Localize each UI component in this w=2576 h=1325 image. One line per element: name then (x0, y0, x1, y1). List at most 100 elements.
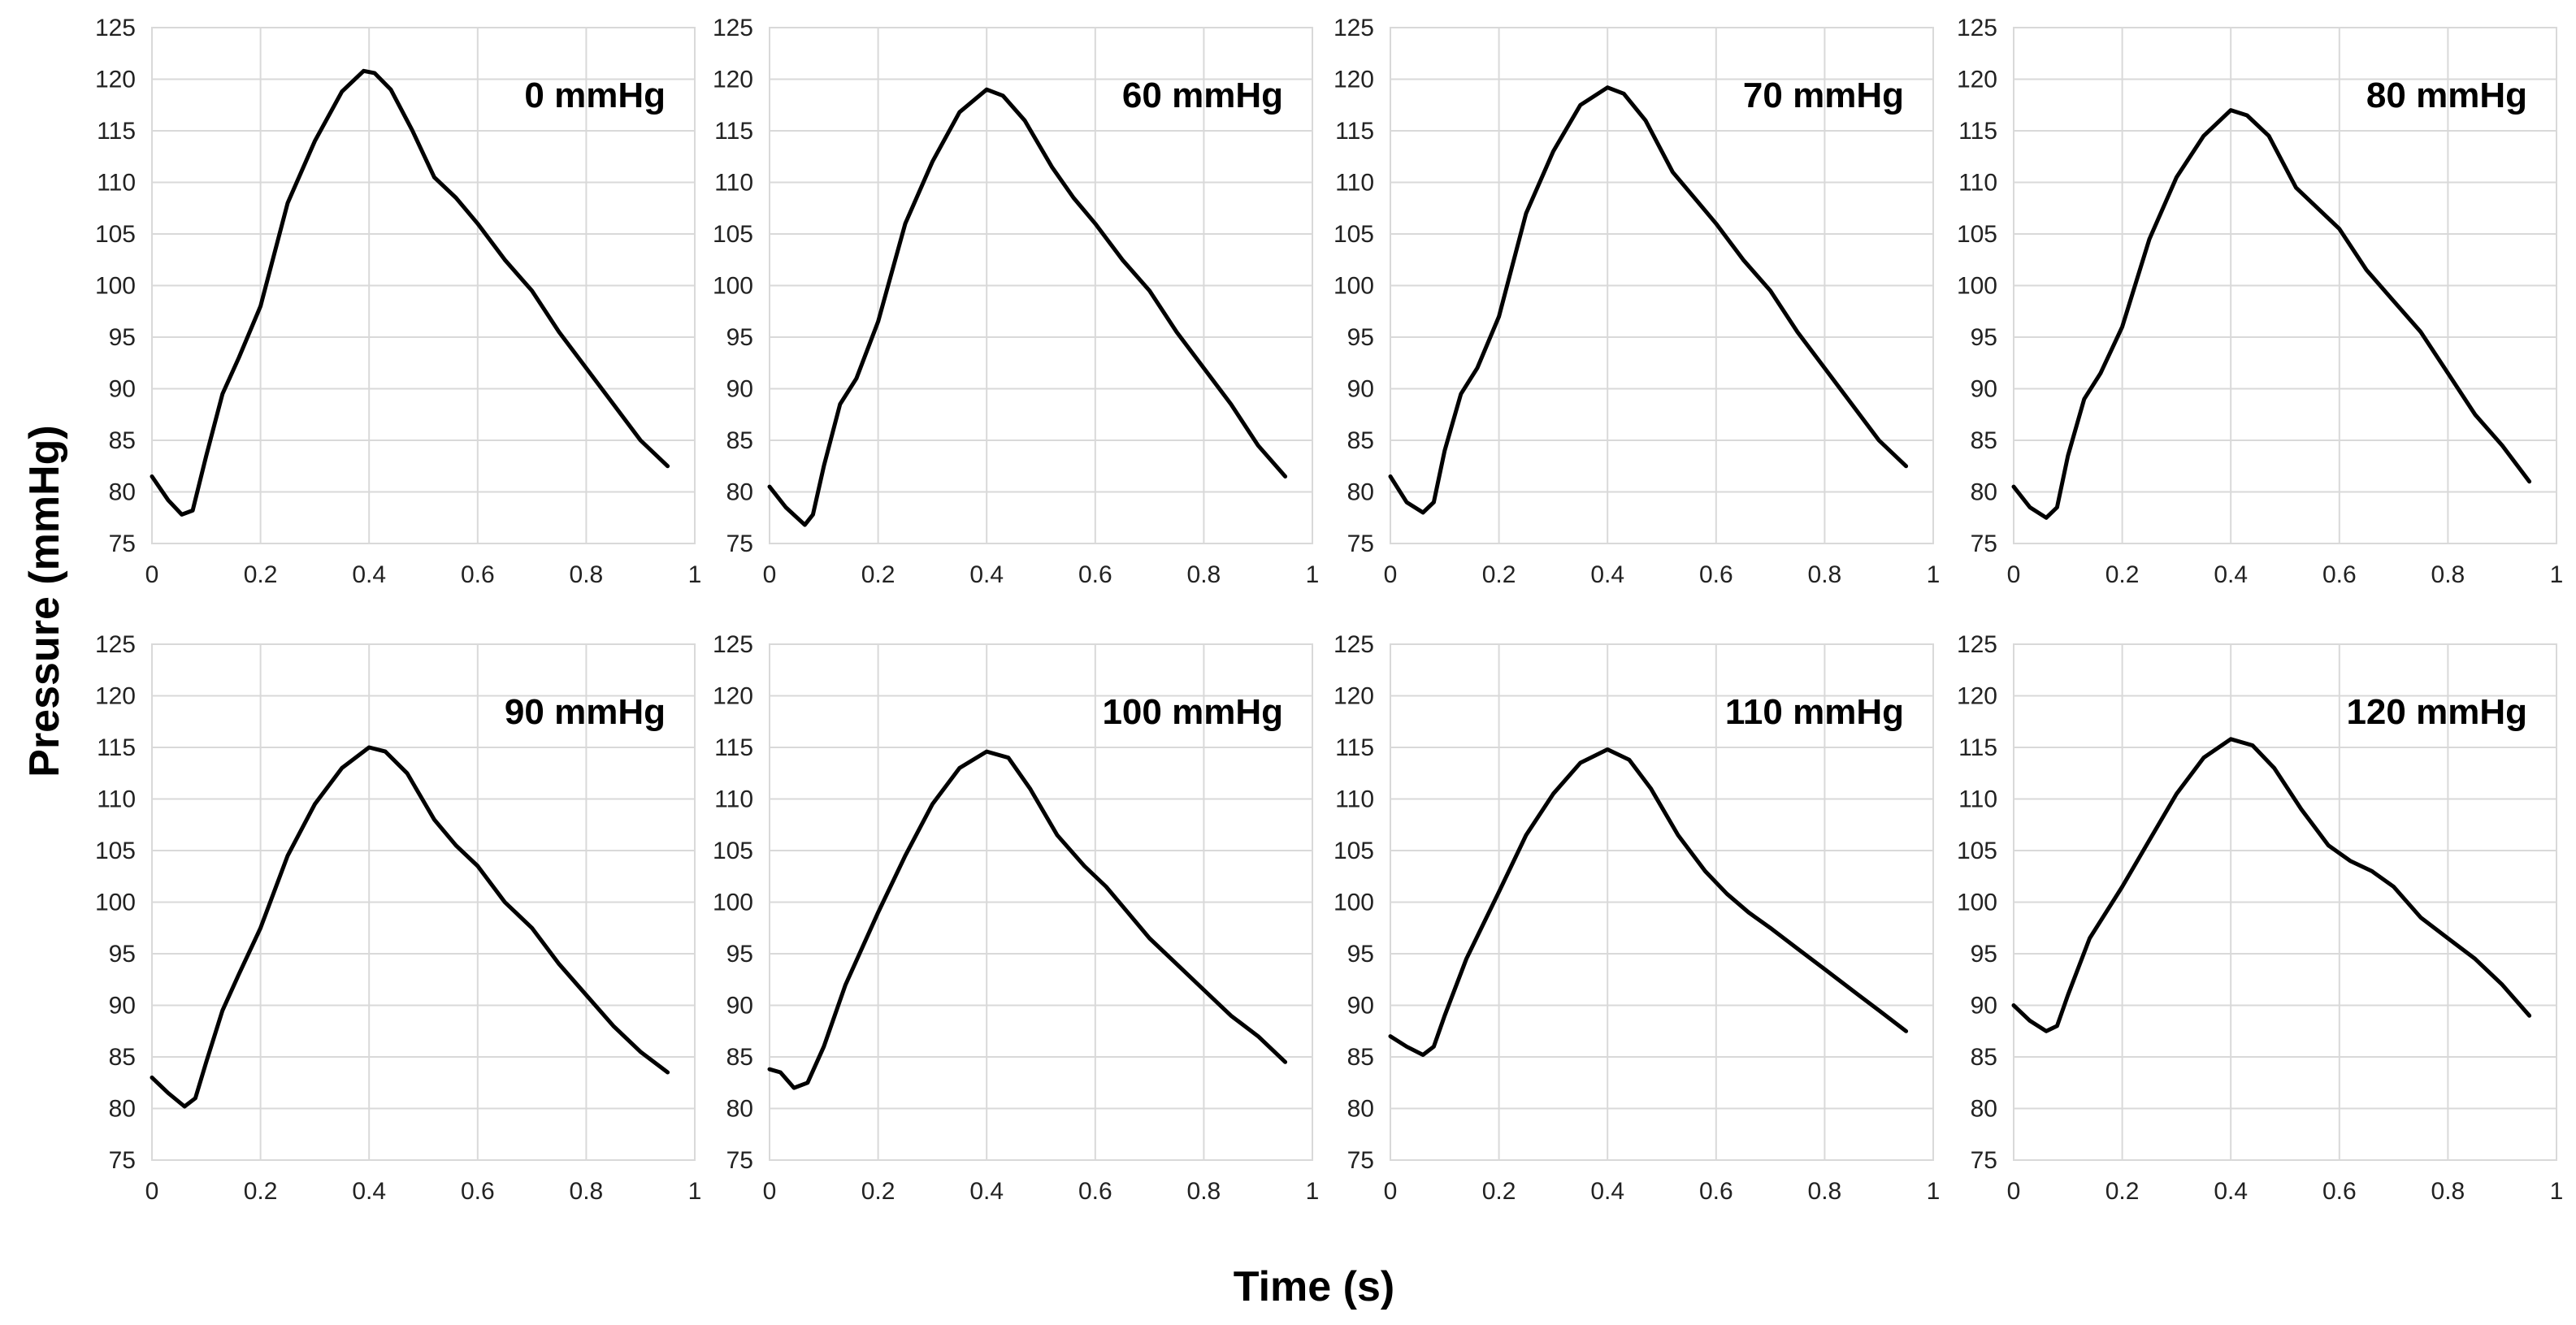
x-tick-label: 0.4 (352, 1178, 386, 1205)
pressure-trace-line (150, 68, 670, 517)
y-tick-label: 80 (726, 479, 753, 506)
y-tick-label: 80 (1971, 479, 1997, 506)
x-tick-label: 1 (2550, 561, 2564, 588)
x-tick-label: 0.6 (2322, 561, 2357, 588)
y-tick-label: 90 (726, 376, 753, 403)
y-tick-label: 75 (1347, 530, 1374, 557)
y-tick-label: 125 (1334, 15, 1374, 41)
x-tick-label: 0.4 (1590, 561, 1624, 588)
plot-frame (1390, 643, 1934, 1161)
x-tick-label: 1 (1306, 561, 1320, 588)
plot-frame (769, 643, 1313, 1161)
y-tick-label: 100 (1334, 273, 1374, 300)
x-tick-label: 0.8 (1187, 1178, 1221, 1205)
y-tick-label: 85 (1347, 427, 1374, 454)
panel-title: 60 mmHg (1122, 76, 1283, 115)
x-tick-label: 0.6 (461, 1178, 495, 1205)
y-tick-label: 120 (713, 683, 753, 710)
y-tick-label: 100 (1957, 890, 1997, 916)
x-tick-label: 0.4 (2214, 561, 2248, 588)
y-tick-label: 80 (109, 1096, 136, 1123)
y-tick-label: 100 (1957, 273, 1997, 300)
x-tick-label: 1 (1306, 1178, 1320, 1205)
chart-panel: 75 80 85 90 95 100 105 110 115 120 125 0 0.2 0.4 0.6 0.… (1334, 631, 1940, 1205)
y-tick-label: 90 (1971, 993, 1997, 1020)
y-tick-label: 75 (726, 1147, 753, 1174)
y-tick-label: 105 (1334, 221, 1374, 248)
x-tick-label: 0 (763, 1178, 777, 1205)
pressure-trace-line (767, 749, 1288, 1090)
y-tick-label: 125 (1957, 15, 1997, 41)
y-tick-label: 115 (714, 118, 753, 145)
x-tick-label: 0.8 (2431, 1178, 2465, 1205)
y-tick-label: 100 (713, 890, 753, 916)
y-tick-label: 120 (1334, 67, 1374, 93)
y-tick-label: 100 (1334, 890, 1374, 916)
panel-title: 120 mmHg (2346, 692, 2527, 732)
y-tick-label: 85 (109, 427, 136, 454)
x-tick-label: 0.2 (2105, 561, 2140, 588)
y-tick-label: 125 (1334, 631, 1374, 658)
x-axis-title: Time (s) (1234, 1263, 1394, 1310)
y-tick-label: 85 (1347, 1044, 1374, 1071)
y-tick-label: 80 (1971, 1096, 1997, 1123)
y-tick-label: 110 (1958, 786, 1997, 813)
x-tick-label: 0.4 (969, 1178, 1004, 1205)
y-tick-label: 80 (1347, 1096, 1374, 1123)
y-tick-label: 105 (95, 221, 136, 248)
x-tick-label: 0.8 (1808, 1178, 1842, 1205)
y-tick-label: 100 (95, 273, 136, 300)
x-tick-label: 0 (145, 1178, 159, 1205)
x-tick-label: 0.4 (969, 561, 1004, 588)
chart-panel: 75 80 85 90 95 100 105 110 115 120 125 0 0.2 0.4 0.6 0.… (1334, 15, 1940, 588)
y-tick-label: 105 (1334, 838, 1374, 864)
x-tick-label: 1 (688, 1178, 702, 1205)
y-tick-label: 85 (726, 427, 753, 454)
y-tick-label: 105 (1957, 221, 1997, 248)
x-tick-label: 0 (2007, 1178, 2021, 1205)
plot-frame (151, 643, 696, 1161)
panel-title: 80 mmHg (2366, 76, 2527, 115)
x-tick-label: 0.6 (461, 561, 495, 588)
pressure-trace-line (150, 745, 670, 1109)
x-tick-label: 0.2 (244, 1178, 278, 1205)
y-tick-label: 75 (726, 530, 753, 557)
y-tick-label: 105 (1957, 838, 1997, 864)
y-tick-label: 95 (1971, 941, 1997, 968)
y-tick-label: 85 (109, 1044, 136, 1071)
x-tick-label: 0 (1384, 561, 1398, 588)
y-tick-label: 120 (1334, 683, 1374, 710)
y-tick-label: 115 (1335, 734, 1374, 761)
x-tick-label: 0 (145, 561, 159, 588)
x-tick-label: 0.8 (1187, 561, 1221, 588)
plot-frame (1390, 27, 1934, 544)
chart-panel: 75 80 85 90 95 100 105 110 115 120 125 0 0.2 0.4 0.6 0.… (1957, 631, 2563, 1205)
x-tick-label: 0.8 (1808, 561, 1842, 588)
x-tick-label: 0.4 (352, 561, 386, 588)
pressure-trace-line (1388, 747, 1909, 1057)
x-tick-label: 0.6 (1699, 1178, 1733, 1205)
x-tick-label: 0.2 (1482, 561, 1516, 588)
y-tick-label: 95 (726, 324, 753, 351)
y-tick-label: 75 (1347, 1147, 1374, 1174)
y-tick-label: 125 (713, 15, 753, 41)
x-tick-label: 0.2 (1482, 1178, 1516, 1205)
y-tick-label: 120 (713, 67, 753, 93)
y-tick-label: 85 (1971, 1044, 1997, 1071)
y-tick-label: 100 (95, 890, 136, 916)
y-tick-label: 120 (1957, 67, 1997, 93)
y-tick-label: 90 (1971, 376, 1997, 403)
y-tick-label: 80 (109, 479, 136, 506)
x-tick-label: 0.6 (2322, 1178, 2357, 1205)
x-tick-label: 0.8 (2431, 561, 2465, 588)
y-tick-label: 95 (726, 941, 753, 968)
chart-panel: 75 80 85 90 95 100 105 110 115 120 125 0 0.2 0.4 0.6 0.… (713, 15, 1319, 588)
x-tick-label: 0.2 (2105, 1178, 2140, 1205)
y-tick-label: 105 (95, 838, 136, 864)
pressure-trace-line (2011, 737, 2532, 1033)
x-tick-label: 0.6 (1699, 561, 1733, 588)
y-tick-label: 110 (97, 170, 136, 197)
panel-title: 90 mmHg (505, 692, 666, 732)
